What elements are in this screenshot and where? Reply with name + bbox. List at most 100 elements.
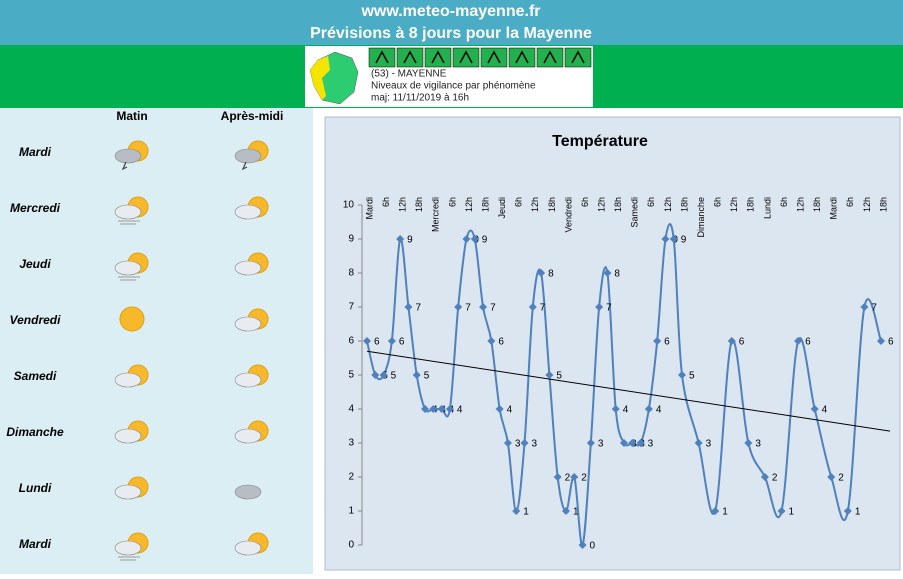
point <box>462 235 471 243</box>
cloud-icon <box>114 148 142 164</box>
point <box>678 371 687 379</box>
data-label: 9 <box>681 235 687 246</box>
point <box>561 507 570 515</box>
x-tick-label: 18h <box>613 197 623 212</box>
day-label: Vendredi <box>10 313 62 327</box>
department: (53) - MAYENNE <box>371 69 447 80</box>
y-tick-label: 2 <box>348 472 354 483</box>
x-tick-label: Dimanche <box>696 197 706 238</box>
x-tick-label: 18h <box>547 197 557 212</box>
x-tick-label: 12h <box>530 197 540 212</box>
cloud-icon <box>234 540 262 556</box>
x-tick-label: 12h <box>729 197 739 212</box>
data-label: 5 <box>556 371 562 382</box>
point <box>744 439 753 447</box>
point <box>620 439 628 447</box>
point <box>387 337 396 345</box>
x-tick-label: 6h <box>580 197 590 207</box>
x-tick-label: 12h <box>795 197 805 212</box>
point <box>669 235 678 243</box>
x-tick-label: 6h <box>447 197 457 207</box>
x-tick-label: Mercredi <box>431 197 441 232</box>
point <box>628 439 637 447</box>
point <box>653 337 662 345</box>
vigilance-glyph <box>403 50 417 64</box>
y-tick-label: 4 <box>348 404 354 415</box>
x-tick-label: 12h <box>862 197 872 212</box>
point <box>371 371 380 379</box>
data-label: 7 <box>540 303 546 314</box>
cloud-icon <box>114 428 142 444</box>
data-label: 3 <box>515 439 521 450</box>
point <box>760 473 769 481</box>
point <box>487 337 496 345</box>
y-tick-label: 5 <box>348 370 354 381</box>
cloud-icon <box>114 540 142 556</box>
point <box>711 507 720 515</box>
point <box>520 439 529 447</box>
point <box>537 269 546 277</box>
point <box>545 371 554 379</box>
y-tick-label: 1 <box>348 506 354 517</box>
vigilance-glyph <box>459 50 473 64</box>
day-label: Mercredi <box>10 201 61 215</box>
data-label: 4 <box>507 405 513 416</box>
point <box>636 439 645 447</box>
point <box>694 439 703 447</box>
data-label: 1 <box>855 507 861 518</box>
chart-title: Température <box>552 133 648 150</box>
y-tick-label: 9 <box>348 234 354 245</box>
point <box>727 337 736 345</box>
y-tick-label: 10 <box>343 200 355 211</box>
data-label: 5 <box>424 371 430 382</box>
point <box>379 371 388 379</box>
map-yellow <box>310 56 330 100</box>
data-label: 9 <box>482 235 488 246</box>
cloud-icon <box>234 204 262 220</box>
data-label: 5 <box>391 371 397 382</box>
x-tick-label: 6h <box>845 197 855 207</box>
point <box>860 303 869 311</box>
x-tick-label: 18h <box>878 197 888 212</box>
y-tick-label: 8 <box>348 268 354 279</box>
point <box>843 507 852 515</box>
data-label: 4 <box>822 405 828 416</box>
point <box>644 405 653 413</box>
cloud-icon <box>234 428 262 444</box>
vigilance-glyph <box>571 50 585 64</box>
data-label: 4 <box>457 405 463 416</box>
x-tick-label: 6h <box>713 197 723 207</box>
x-tick-label: Vendredi <box>563 197 573 233</box>
trendline <box>366 350 891 432</box>
vigilance-icon <box>536 47 564 68</box>
vigilance-icon <box>452 47 480 68</box>
x-tick-label: Jeudi <box>497 197 507 219</box>
data-label: 6 <box>399 337 405 348</box>
cloud-icon <box>234 316 262 332</box>
data-label: 3 <box>706 439 712 450</box>
data-label: 4 <box>656 405 662 416</box>
x-tick-label: 18h <box>480 197 490 212</box>
point <box>479 303 488 311</box>
data-label: 8 <box>548 269 554 280</box>
cloud-icon <box>234 372 262 388</box>
data-label: 5 <box>689 371 695 382</box>
x-tick-label: 6h <box>381 197 391 207</box>
vigilance-icon <box>508 47 536 68</box>
sun-icon <box>119 306 145 332</box>
point <box>578 541 587 549</box>
data-label: 6 <box>888 337 894 348</box>
point <box>396 235 405 243</box>
data-label: 6 <box>498 337 504 348</box>
vigilance-subtitle: Niveaux de vigilance par phénomène <box>371 81 536 92</box>
cloud-icon <box>234 260 262 276</box>
point <box>454 303 463 311</box>
x-tick-label: 6h <box>646 197 656 207</box>
data-label: 8 <box>614 269 620 280</box>
data-label: 3 <box>598 439 604 450</box>
x-tick-label: 12h <box>597 197 607 212</box>
cloud-icon <box>114 204 142 220</box>
point <box>595 303 604 311</box>
vigilance-glyph <box>543 50 557 64</box>
